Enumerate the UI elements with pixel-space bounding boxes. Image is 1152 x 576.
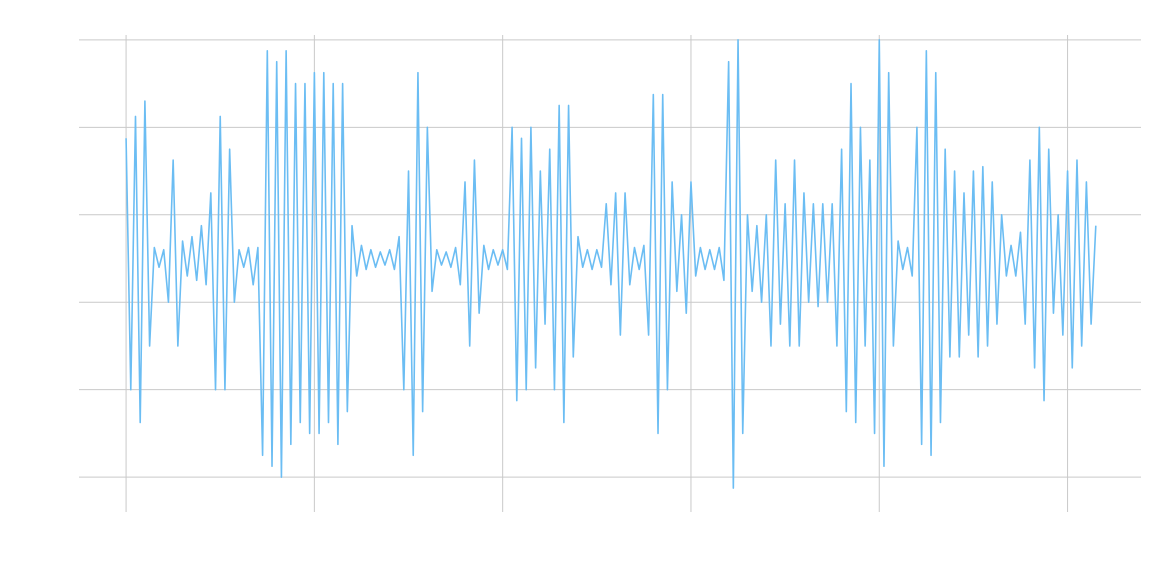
waveform — [125, 39, 1097, 489]
